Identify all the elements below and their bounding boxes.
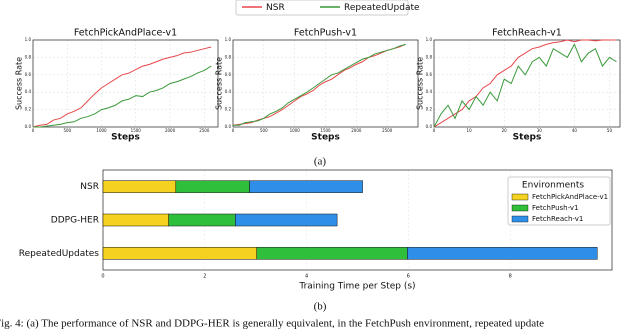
y-tick-label: 1.0	[225, 37, 232, 42]
y-tick-label: 1.0	[426, 37, 433, 42]
y-tick-label: DDPG-HER	[51, 216, 99, 226]
x-tick-label: 10	[467, 128, 473, 133]
y-tick-label: 0.8	[426, 54, 433, 59]
y-tick-label: 0.2	[25, 107, 32, 112]
chart-title: FetchReach-v1	[492, 28, 562, 39]
x-tick-label: 8	[509, 274, 512, 280]
plot-frame	[433, 39, 621, 128]
y-tick-label: 1.0	[25, 37, 32, 42]
legend-swatch	[511, 215, 529, 223]
legend-label: FetchPush-v1	[532, 204, 579, 212]
x-axis-label: Steps	[513, 133, 542, 143]
caption: (a)	[314, 156, 327, 168]
plot-frame	[232, 39, 419, 128]
x-tick-label: 1500	[131, 128, 142, 133]
legend-box	[507, 176, 611, 226]
bar-segment	[235, 213, 338, 227]
y-tick-label: 0.4	[25, 89, 32, 94]
x-tick-label: 2500	[199, 128, 210, 133]
bar-segment	[175, 180, 250, 193]
y-tick-label: 0.2	[426, 107, 433, 112]
bar-segment	[102, 247, 257, 260]
x-tick-label: 40	[572, 128, 578, 133]
legend-title: Environments	[522, 181, 584, 191]
bar-segment	[256, 247, 408, 260]
bar-segment	[168, 213, 236, 227]
x-tick-label: 2000	[351, 128, 362, 133]
plot-frame	[32, 39, 219, 128]
series-line	[433, 39, 617, 128]
y-tick-label: 0.6	[25, 72, 32, 77]
x-tick-label: 2	[203, 274, 206, 280]
x-axis-label: Training Time per Step (s)	[298, 282, 415, 292]
x-tick-label: 20	[502, 128, 508, 133]
figure-caption: Fig. 4: (a) The performance of NSR and D…	[0, 318, 544, 329]
y-tick-label: RepeatedUpdates	[19, 249, 100, 259]
legend-swatch	[511, 204, 529, 212]
x-tick-label: 1000	[96, 128, 107, 133]
y-axis-label: Success Rate	[15, 57, 24, 110]
legend-label: FetchPickAndPlace-v1	[532, 193, 608, 201]
bar-segment	[102, 213, 169, 227]
bar-segment	[407, 247, 598, 260]
chart-title: FetchPickAndPlace-v1	[74, 28, 177, 39]
x-axis-label: Steps	[111, 133, 140, 143]
bar-segment	[102, 180, 177, 193]
x-tick-label: 0	[32, 128, 35, 133]
y-tick-label: 0.0	[25, 124, 32, 129]
y-tick-label: 0.6	[225, 72, 232, 77]
x-tick-label: 6	[407, 274, 410, 280]
chart-title: FetchPush-v1	[294, 28, 357, 39]
x-axis-label: Steps	[311, 133, 340, 143]
y-axis-label: Success Rate	[215, 57, 224, 110]
x-tick-label: 50	[607, 128, 613, 133]
y-tick-label: 0.2	[225, 107, 232, 112]
legend-label: FetchReach-v1	[532, 215, 583, 223]
legend-swatch	[511, 193, 529, 201]
series-line	[233, 43, 406, 126]
x-tick-label: 2000	[165, 128, 176, 133]
x-tick-label: 30	[537, 128, 543, 133]
series-line	[232, 43, 406, 126]
y-tick-label: 0.4	[426, 89, 433, 94]
y-axis-label: Success Rate	[416, 57, 425, 110]
x-tick-label: 4	[305, 274, 308, 280]
bar-segment	[249, 180, 363, 193]
series-line	[433, 43, 617, 128]
y-tick-label: 0.6	[426, 72, 433, 77]
legend-label: NSR	[266, 3, 285, 13]
x-tick-label: 1500	[320, 128, 331, 133]
y-tick-label: 0.4	[225, 89, 232, 94]
x-tick-label: 1000	[290, 128, 301, 133]
x-tick-label: 2500	[382, 128, 393, 133]
series-line	[33, 65, 212, 128]
caption: (b)	[314, 301, 327, 313]
y-tick-label: 0.0	[426, 124, 433, 129]
x-tick-label: 0	[433, 128, 436, 133]
x-tick-label: 500	[63, 128, 71, 133]
y-tick-label: 0.8	[225, 54, 232, 59]
series-line	[32, 46, 212, 128]
y-tick-label: 0.8	[25, 54, 32, 59]
y-tick-label: NSR	[80, 182, 99, 192]
x-tick-label: 0	[101, 274, 104, 280]
y-tick-label: 0.0	[225, 124, 232, 129]
x-tick-label: 0	[232, 128, 235, 133]
x-tick-label: 500	[260, 128, 268, 133]
legend-label: RepeatedUpdate	[344, 3, 420, 13]
